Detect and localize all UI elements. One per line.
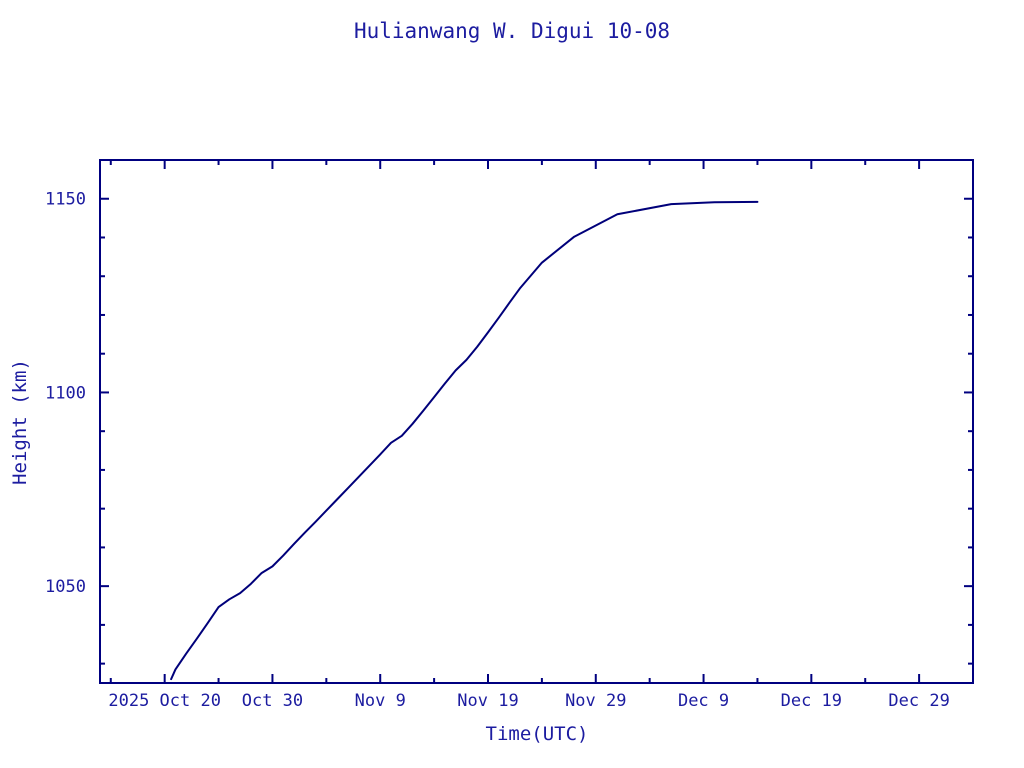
plot-frame	[99, 159, 974, 684]
height-series-line	[170, 200, 759, 681]
y-tick-label: 1050	[45, 577, 86, 597]
x-tick-label: Nov 19	[457, 691, 518, 711]
x-axis-tick-labels: 2025 Oct 20 Oct 30 Nov 9 Nov 19 Nov 29 Dec 9 D…	[108, 691, 949, 711]
x-axis-major-ticks	[163, 160, 921, 683]
x-tick-label: Nov 29	[565, 691, 626, 711]
x-tick-label: Oct 30	[242, 691, 303, 711]
x-tick-label: Dec 19	[781, 691, 842, 711]
y-axis-title: Height (km)	[9, 359, 31, 485]
y-tick-label: 1150	[45, 190, 86, 210]
x-axis-minor-ticks	[109, 160, 974, 683]
chart-title: Hulianwang W. Digui 10-08	[354, 19, 670, 43]
x-tick-label: Dec 9	[678, 691, 729, 711]
x-tick-label: 2025 Oct 20	[108, 691, 221, 711]
x-axis-title: Time(UTC)	[486, 723, 589, 745]
x-tick-label: Dec 29	[888, 691, 949, 711]
x-tick-label: Nov 9	[355, 691, 406, 711]
y-axis-tick-labels: 1050 1100 1150	[45, 190, 86, 597]
y-axis-major-ticks	[100, 197, 973, 588]
y-tick-label: 1100	[45, 383, 86, 403]
y-axis-minor-ticks	[100, 159, 973, 665]
